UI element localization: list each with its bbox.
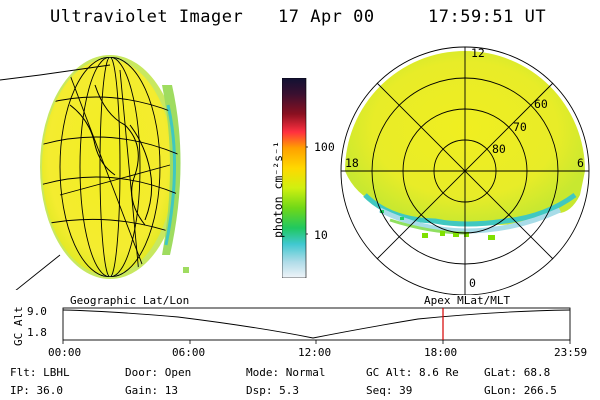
polar-ring-label-80: 80	[492, 142, 506, 156]
timeline-left-title: Geographic Lat/Lon	[70, 294, 190, 307]
info-mode: Mode: Normal	[246, 366, 326, 379]
info-flight: Flt: LBHL	[10, 366, 70, 379]
timeline-ytick-1-8: 1.8	[27, 326, 47, 339]
altitude-timeline	[62, 307, 571, 344]
info-seq: Seq: 39	[366, 384, 413, 397]
time-label: 17:59:51 UT	[428, 7, 547, 27]
polar-label-0: 0	[469, 276, 476, 290]
info-glon: GLon: 266.5	[484, 384, 557, 397]
polar-ring-label-70: 70	[513, 120, 527, 134]
timeline-xtick-1800: 18:00	[424, 346, 458, 359]
timeline-xtick-0000: 00:00	[48, 346, 82, 359]
timeline-right-title: Apex MLat/MLT	[424, 294, 511, 307]
info-gain: Gain: 13	[125, 384, 178, 397]
colorbar-unit-label: photon cm⁻²s⁻¹	[271, 141, 285, 238]
polar-label-12: 12	[471, 46, 485, 60]
info-door: Door: Open	[125, 366, 192, 379]
colorbar-tick-label-100: 100	[314, 140, 335, 154]
timeline-axis-label: GC Alt	[12, 306, 25, 346]
timeline-xtick-0600: 06:00	[172, 346, 206, 359]
timeline-ytick-9: 9.0	[27, 305, 47, 318]
altitude-curve	[62, 309, 571, 339]
polar-label-18: 18	[345, 156, 359, 170]
timeline-xtick-2359: 23:59	[554, 346, 588, 359]
polar-label-6: 6	[577, 156, 584, 170]
polar-ring-label-60: 60	[534, 97, 548, 111]
timeline-xtick-1200: 12:00	[298, 346, 332, 359]
info-dsp: Dsp: 5.3	[246, 384, 299, 397]
polar-mlat-mlt-plot	[340, 46, 590, 295]
info-glat: GLat: 68.8	[484, 366, 551, 379]
info-gc-alt: GC Alt: 8.6 Re	[366, 366, 459, 379]
info-ip: IP: 36.0	[10, 384, 63, 397]
colorbar	[282, 78, 308, 278]
instrument-title: Ultraviolet Imager	[50, 7, 244, 27]
colorbar-tick-label-10: 10	[314, 228, 328, 242]
date-label: 17 Apr 00	[278, 7, 375, 27]
geographic-globe-image	[0, 55, 189, 290]
